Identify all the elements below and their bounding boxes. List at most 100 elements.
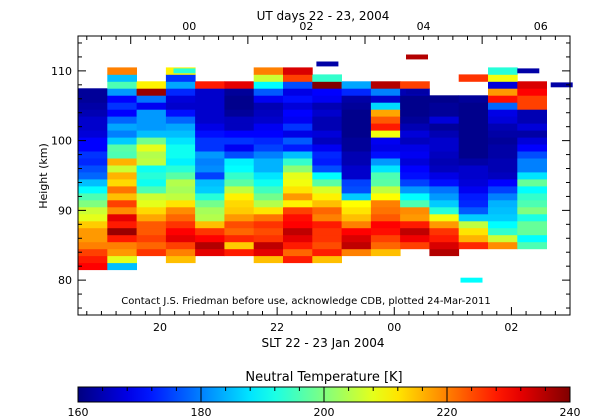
heatmap-cell <box>224 165 255 173</box>
heatmap-cell <box>283 165 313 173</box>
heatmap-cell <box>253 102 284 110</box>
heatmap-cell <box>78 186 108 194</box>
heatmap-cell <box>283 151 313 159</box>
heatmap-cell <box>107 158 137 166</box>
heatmap-cell <box>165 95 196 103</box>
heatmap-cell <box>370 130 401 138</box>
heatmap-cell <box>78 220 108 229</box>
heatmap-cell <box>224 220 255 229</box>
heatmap-cell <box>341 179 372 187</box>
heatmap-cell <box>458 151 489 159</box>
heatmap-cell <box>429 227 460 236</box>
heatmap-cell <box>165 116 196 124</box>
heatmap-cell <box>78 234 108 243</box>
top-axis-title: UT days 22 - 23, 2004 <box>257 9 390 23</box>
heatmap-cell <box>312 144 342 152</box>
heatmap-cell <box>253 220 284 229</box>
heatmap-cell <box>195 241 225 250</box>
heatmap-cell <box>370 241 401 250</box>
heatmap-cell <box>224 206 255 215</box>
heatmap-cell <box>195 81 225 89</box>
heatmap-cell <box>224 241 255 250</box>
heatmap-cell <box>165 199 196 208</box>
heatmap-cell <box>458 102 489 110</box>
heatmap-cell <box>224 199 255 208</box>
heatmap-cell <box>283 74 313 82</box>
heatmap-cell <box>400 199 430 208</box>
heatmap-cell <box>136 102 167 110</box>
heatmap-cell <box>400 186 430 194</box>
heatmap-cell <box>370 227 401 236</box>
heatmap-cell <box>517 158 547 166</box>
heatmap-cell <box>400 179 430 187</box>
heatmap-cell <box>400 81 430 89</box>
heatmap-cell <box>78 227 108 236</box>
heatmap-cell <box>341 81 372 89</box>
heatmap-cell <box>400 220 430 229</box>
heatmap-cell <box>253 151 284 159</box>
heatmap-cell <box>370 186 401 194</box>
heatmap-cell <box>400 116 430 124</box>
heatmap-cell <box>488 158 518 166</box>
heatmap-cell <box>458 116 489 124</box>
heatmap-cell <box>488 151 518 159</box>
heatmap-cell <box>517 137 547 145</box>
heatmap-cell <box>283 234 313 243</box>
heatmap-cell <box>283 227 313 236</box>
heatmap-cell <box>458 130 489 138</box>
heatmap-cell <box>488 234 518 243</box>
heatmap-cell <box>224 144 255 152</box>
heatmap-cell <box>224 151 255 159</box>
heatmap-cell <box>78 151 108 159</box>
heatmap-cell <box>78 130 108 138</box>
heatmap-cell <box>107 109 137 117</box>
heatmap-cell <box>195 165 225 173</box>
heatmap-cell <box>253 172 284 180</box>
heatmap-cell <box>107 130 137 138</box>
heatmap-cell <box>341 206 372 215</box>
y-tick-label: 80 <box>58 274 72 287</box>
heatmap-cell <box>488 227 518 236</box>
heatmap-cell <box>458 241 489 250</box>
heatmap-cell <box>224 158 255 166</box>
heatmap-cell <box>312 88 342 96</box>
heatmap-cell <box>312 192 342 201</box>
heatmap-cell <box>370 109 401 117</box>
heatmap-cell <box>312 81 342 89</box>
heatmap-cell <box>370 116 401 124</box>
heatmap-cell <box>370 144 401 152</box>
heatmap-cell <box>460 277 483 283</box>
heatmap-cell <box>195 179 225 187</box>
heatmap-cell <box>78 262 108 271</box>
heatmap-cell <box>341 95 372 103</box>
heatmap-cell <box>173 68 196 74</box>
heatmap-cell <box>136 179 167 187</box>
heatmap-cell <box>165 109 196 117</box>
heatmap-cell <box>136 227 167 236</box>
heatmap-cell <box>224 116 255 124</box>
heatmap-cell <box>517 241 547 250</box>
heatmap-cell <box>165 158 196 166</box>
heatmap-cell <box>283 144 313 152</box>
heatmap-cell <box>224 192 255 201</box>
heatmap-cell <box>224 179 255 187</box>
heatmap-cell <box>458 95 489 103</box>
heatmap-cell <box>283 102 313 110</box>
colorbar-tick-label: 220 <box>437 406 458 419</box>
heatmap-cell <box>107 199 137 208</box>
heatmap-cell <box>312 74 342 82</box>
heatmap-cell <box>165 137 196 145</box>
heatmap-cell <box>312 102 342 110</box>
heatmap-cell <box>458 179 489 187</box>
heatmap-cell <box>370 192 401 201</box>
heatmap-cell <box>107 234 137 243</box>
heatmap-cell <box>165 248 196 257</box>
colorbar-tick-label: 160 <box>68 406 89 419</box>
heatmap-cell <box>107 220 137 229</box>
heatmap-cell <box>253 116 284 124</box>
heatmap-cell <box>517 144 547 152</box>
heatmap-cell <box>341 234 372 243</box>
heatmap-cell <box>517 220 547 229</box>
heatmap-cell <box>253 241 284 250</box>
heatmap-cell <box>283 88 313 96</box>
